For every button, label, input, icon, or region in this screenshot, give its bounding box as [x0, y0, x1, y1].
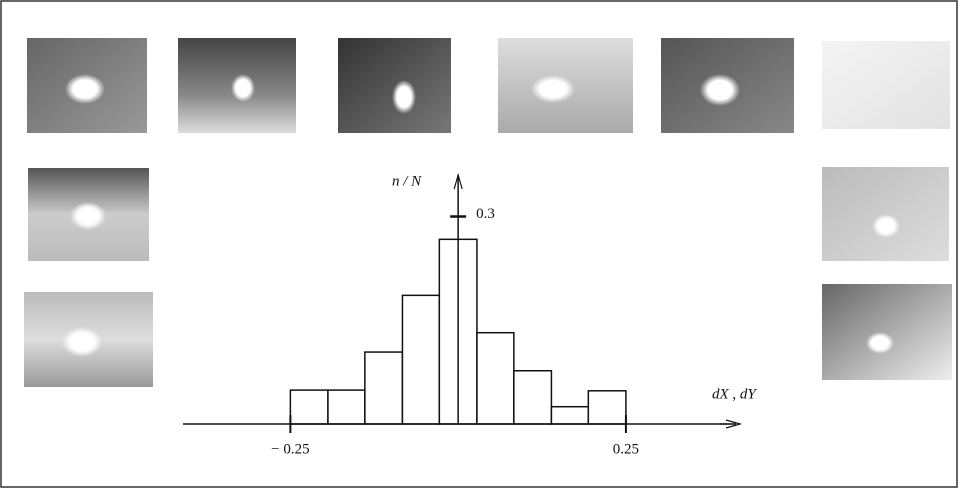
thumbnail [822, 41, 950, 129]
histogram-bar [364, 351, 404, 425]
histogram-bar [513, 369, 553, 425]
histogram-bar [550, 405, 590, 425]
thumbnail [338, 38, 451, 133]
histogram-bar [327, 389, 366, 425]
x-axis-arrow [720, 419, 743, 429]
spot [231, 74, 255, 102]
spot [62, 327, 102, 357]
thumbnail [822, 284, 952, 380]
y-axis-label: n / N [392, 173, 422, 189]
histogram-bar [289, 389, 329, 425]
spot [392, 80, 416, 114]
y-axis-arrow [453, 172, 463, 190]
x-tick-label: − 0.25 [271, 441, 309, 457]
spot [866, 332, 894, 354]
histogram-bar [587, 390, 627, 425]
histogram-bar [476, 331, 515, 425]
histogram-bar [401, 294, 441, 425]
y-tick-label: 0.3 [476, 206, 495, 222]
spot [872, 214, 900, 238]
spot [700, 74, 740, 106]
spot [65, 74, 105, 104]
x-axis-label: dX , dY [712, 386, 757, 402]
x-tick-label: 0.25 [613, 441, 639, 457]
spot [70, 202, 106, 230]
thumbnail [822, 167, 949, 261]
thumbnails [24, 38, 952, 387]
spot [531, 75, 575, 103]
